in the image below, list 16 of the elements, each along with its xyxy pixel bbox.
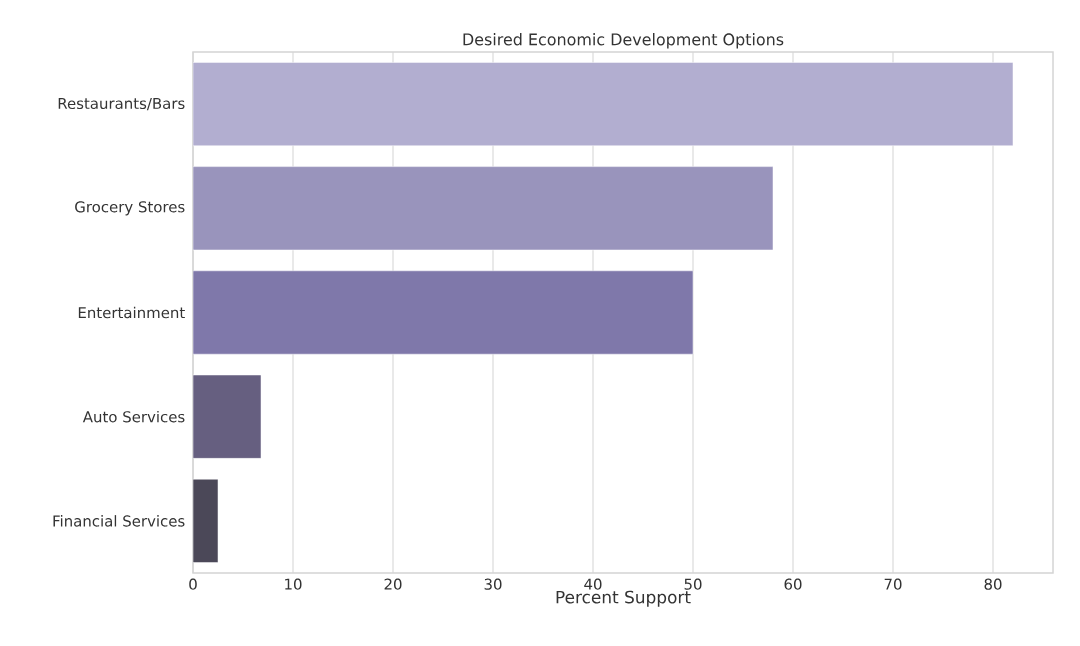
x-tick-label: 20 [384,578,402,590]
y-tick-label: Entertainment [78,306,185,319]
x-tick-label: 70 [884,578,902,590]
x-axis-title: Percent Support [556,590,691,607]
x-tick-label: 30 [484,578,502,590]
x-tick-label: 10 [285,578,302,590]
x-tick-label: 60 [784,578,802,590]
y-tick-label: Auto Services [82,410,185,423]
y-tick-label: Grocery Stores [75,201,185,216]
chart-title: Desired Economic Development Options [463,33,784,49]
x-tick-label: 40 [584,578,602,590]
y-tick-label: Financial Services [53,515,185,527]
x-tick-label: 80 [984,578,1002,590]
y-tick-label: Restaurants/Bars [58,97,185,111]
x-tick-label: 0 [189,578,197,590]
x-tick-label: 50 [684,578,702,590]
